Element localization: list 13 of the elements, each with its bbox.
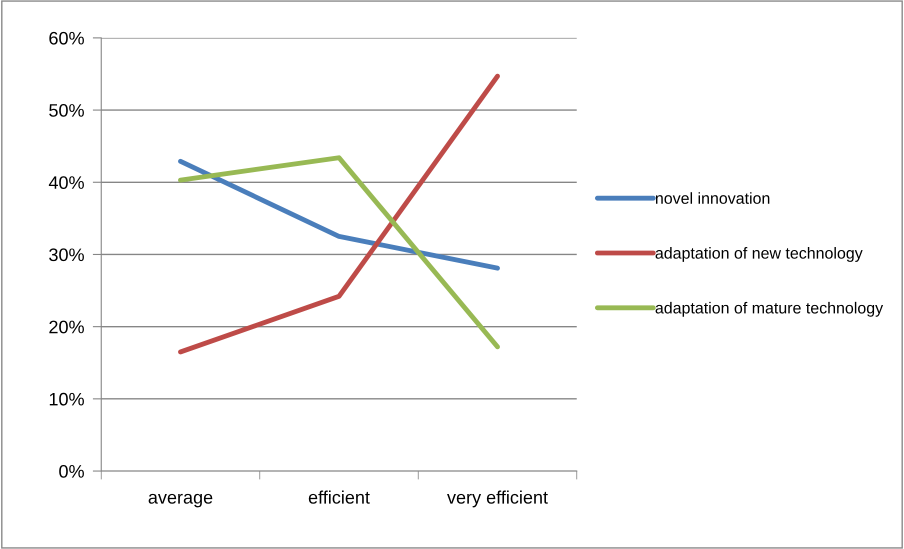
x-tick-label: average [148,494,212,508]
y-tick-label: 40% [48,176,84,189]
x-tick-label: efficient [308,490,370,504]
y-tick-label: 20% [49,320,84,334]
y-tick-label: 60% [49,32,84,45]
y-tick-label: 10% [50,392,84,406]
legend-label: adaptation of mature technology [656,302,884,317]
y-tick-label: 30% [49,248,84,262]
y-tick-label: 0% [59,464,84,478]
x-tick-label: very efficient [447,490,548,508]
y-tick-label: 50% [49,104,84,117]
legend-label: novel innovation [656,192,770,204]
legend-label: adaptation of new technology [656,247,863,262]
